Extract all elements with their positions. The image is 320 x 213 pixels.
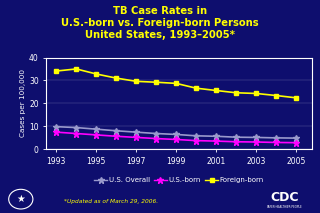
Text: CDC: CDC — [270, 191, 299, 204]
Text: *Updated as of March 29, 2006.: *Updated as of March 29, 2006. — [64, 200, 158, 204]
Text: TB Case Rates in
U.S.-born vs. Foreign-born Persons
United States, 1993–2005*: TB Case Rates in U.S.-born vs. Foreign-b… — [61, 6, 259, 40]
Text: ★: ★ — [16, 194, 25, 204]
Y-axis label: Cases per 100,000: Cases per 100,000 — [20, 69, 26, 137]
Legend: U.S. Overall, U.S.-born, Foreign-born: U.S. Overall, U.S.-born, Foreign-born — [92, 175, 267, 186]
Text: SAFER·HEALTHIER·PEOPLE: SAFER·HEALTHIER·PEOPLE — [267, 205, 303, 209]
